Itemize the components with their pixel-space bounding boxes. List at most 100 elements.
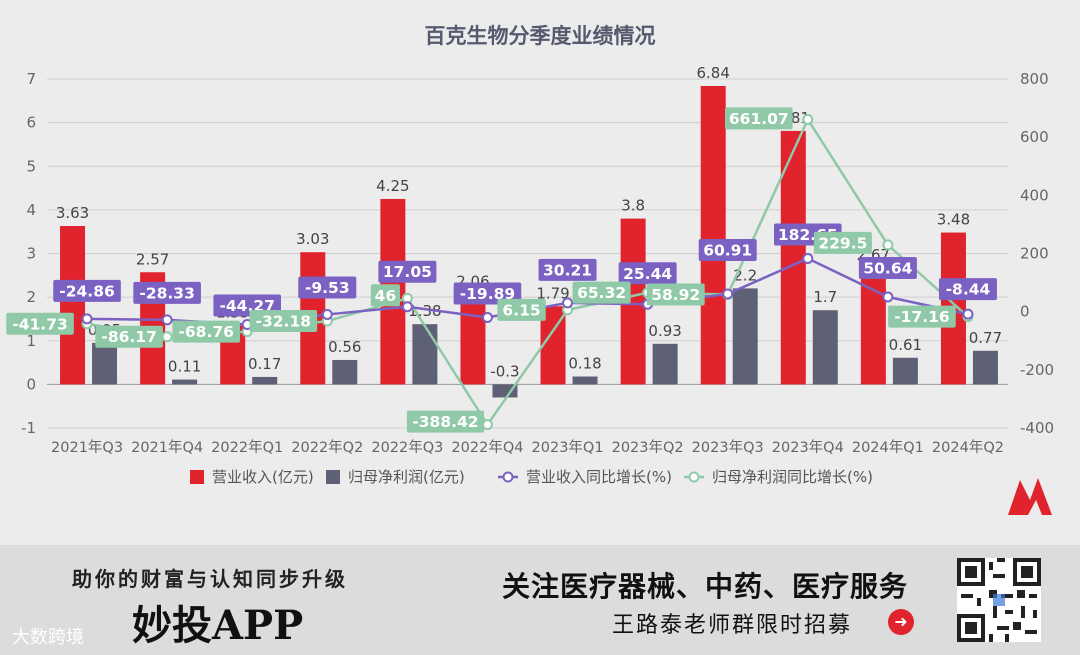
revenue-growth-point bbox=[481, 311, 493, 323]
profit-growth-label-box bbox=[370, 284, 400, 307]
revenue-growth-label: 17.05 bbox=[383, 263, 432, 281]
x-tick-label: 2022年Q3 bbox=[371, 439, 443, 456]
profit-growth-label-box bbox=[813, 231, 872, 254]
x-tick-label: 2022年Q2 bbox=[291, 439, 363, 456]
revenue-growth-label: 30.21 bbox=[543, 261, 592, 279]
profit-growth-label: 229.5 bbox=[818, 234, 867, 252]
profit-growth-label-box bbox=[646, 283, 705, 306]
profit-growth-label: 6.15 bbox=[502, 301, 540, 319]
profit-growth-label: -388.42 bbox=[412, 413, 478, 431]
x-tick-label: 2021年Q3 bbox=[51, 439, 123, 456]
profit-growth-label: 46 bbox=[375, 287, 397, 305]
revenue-bar bbox=[60, 226, 86, 385]
x-tick-label: 2023年Q4 bbox=[772, 439, 844, 456]
x-tick-label: 2022年Q1 bbox=[211, 439, 283, 456]
profit-bar bbox=[252, 376, 278, 385]
revenue-growth-label-box bbox=[858, 256, 917, 279]
x-tick-label: 2023年Q2 bbox=[612, 439, 684, 456]
banner-subtitle[interactable]: 王路泰老师群限时招募 bbox=[612, 613, 853, 638]
profit-growth-label: -86.17 bbox=[101, 328, 156, 346]
profit-growth-label-box bbox=[406, 410, 485, 433]
revenue-growth-point bbox=[802, 253, 814, 265]
y-right-tick-label: 200 bbox=[1020, 245, 1049, 263]
revenue-growth-label: -24.86 bbox=[59, 282, 114, 300]
revenue-growth-point bbox=[321, 308, 333, 320]
x-tick-label: 2022年Q4 bbox=[451, 439, 523, 456]
profit-bar bbox=[172, 379, 198, 385]
y-left-tick-label: 3 bbox=[26, 245, 36, 263]
profit-growth-label-box bbox=[95, 325, 163, 348]
qr-code-icon[interactable] bbox=[957, 558, 1041, 642]
profit-bar-label: 0.77 bbox=[969, 329, 1002, 347]
profit-growth-point bbox=[161, 331, 173, 343]
revenue-growth-label-box bbox=[938, 278, 997, 301]
profit-bar bbox=[652, 343, 678, 385]
profit-growth-label-box bbox=[888, 305, 956, 328]
profit-bar bbox=[92, 342, 118, 385]
revenue-growth-label-box bbox=[538, 258, 597, 281]
legend-label: 归母净利润同比增长(%) bbox=[712, 468, 873, 486]
profit-growth-point bbox=[802, 113, 814, 125]
legend-swatch bbox=[190, 470, 204, 484]
profit-bar bbox=[812, 310, 838, 385]
x-tick-label: 2024年Q2 bbox=[932, 439, 1004, 456]
y-left-tick-label: 6 bbox=[26, 114, 36, 132]
y-left-tick-label: 5 bbox=[26, 157, 36, 175]
revenue-growth-point bbox=[562, 297, 574, 309]
y-left-tick-label: 2 bbox=[26, 288, 36, 306]
revenue-growth-label-box bbox=[298, 276, 357, 299]
legend-label: 归母净利润(亿元) bbox=[348, 468, 465, 486]
revenue-bar bbox=[780, 130, 806, 385]
profit-growth-label: -17.16 bbox=[894, 308, 949, 326]
x-tick-label: 2021年Q4 bbox=[131, 439, 203, 456]
revenue-bar-label: 4.25 bbox=[376, 177, 409, 195]
revenue-growth-label: 60.91 bbox=[703, 241, 752, 259]
revenue-bar bbox=[700, 85, 726, 385]
revenue-growth-label-box bbox=[133, 281, 201, 304]
profit-bar bbox=[332, 359, 358, 385]
profit-bar-label: -0.3 bbox=[490, 362, 519, 380]
revenue-growth-point bbox=[401, 301, 413, 313]
y-left-tick-label: 0 bbox=[26, 375, 36, 393]
y-left-tick-label: 4 bbox=[26, 201, 36, 219]
banner-app-name[interactable]: 妙投APP bbox=[132, 602, 304, 649]
profit-growth-label: -41.73 bbox=[12, 315, 67, 333]
brand-logo-icon bbox=[1008, 478, 1052, 515]
profit-growth-label-box bbox=[724, 107, 793, 130]
profit-growth-label-box bbox=[572, 281, 631, 304]
profit-bar-label: 0.93 bbox=[648, 322, 681, 340]
revenue-growth-label: 25.44 bbox=[623, 265, 672, 283]
profit-bar bbox=[412, 324, 438, 385]
y-right-tick-label: 600 bbox=[1020, 128, 1049, 146]
profit-bar bbox=[732, 288, 758, 385]
banner-title: 关注医疗器械、中药、医疗服务 bbox=[502, 570, 909, 603]
y-right-tick-label: 0 bbox=[1020, 303, 1030, 321]
y-right-tick-label: -400 bbox=[1020, 419, 1054, 437]
x-tick-label: 2023年Q1 bbox=[532, 439, 604, 456]
promo-banner[interactable]: 助你的财富与认知同步升级 妙投APP 大数跨境 关注医疗器械、中药、医疗服务 王… bbox=[0, 545, 1080, 655]
revenue-growth-label-box bbox=[698, 238, 757, 261]
profit-growth-label: 661.07 bbox=[729, 110, 789, 128]
profit-bar-label: 1.7 bbox=[813, 288, 837, 306]
y-right-tick-label: 400 bbox=[1020, 186, 1049, 204]
legend-label: 营业收入(亿元) bbox=[212, 468, 314, 486]
profit-bar-label: 0.11 bbox=[168, 358, 201, 376]
revenue-growth-label: 50.64 bbox=[863, 259, 912, 277]
profit-bar-label: 0.18 bbox=[568, 355, 601, 373]
arrow-right-icon[interactable]: ➜ bbox=[888, 609, 914, 635]
profit-growth-label-box bbox=[6, 312, 74, 335]
y-right-tick-label: -200 bbox=[1020, 361, 1054, 379]
legend-marker bbox=[502, 471, 514, 483]
profit-bar-label: 1.38 bbox=[408, 302, 441, 320]
y-left-tick-label: 1 bbox=[26, 332, 36, 350]
profit-bar-label: 0.17 bbox=[248, 355, 281, 373]
watermark-text: 大数跨境 bbox=[12, 627, 84, 648]
profit-growth-label-box bbox=[497, 298, 546, 321]
profit-growth-label: 65.32 bbox=[577, 284, 626, 302]
chart-title: 百克生物分季度业绩情况 bbox=[425, 24, 656, 48]
x-tick-label: 2023年Q3 bbox=[692, 439, 764, 456]
profit-growth-label-box bbox=[249, 310, 318, 333]
profit-growth-point bbox=[882, 239, 894, 251]
x-tick-label: 2024年Q1 bbox=[852, 439, 924, 456]
